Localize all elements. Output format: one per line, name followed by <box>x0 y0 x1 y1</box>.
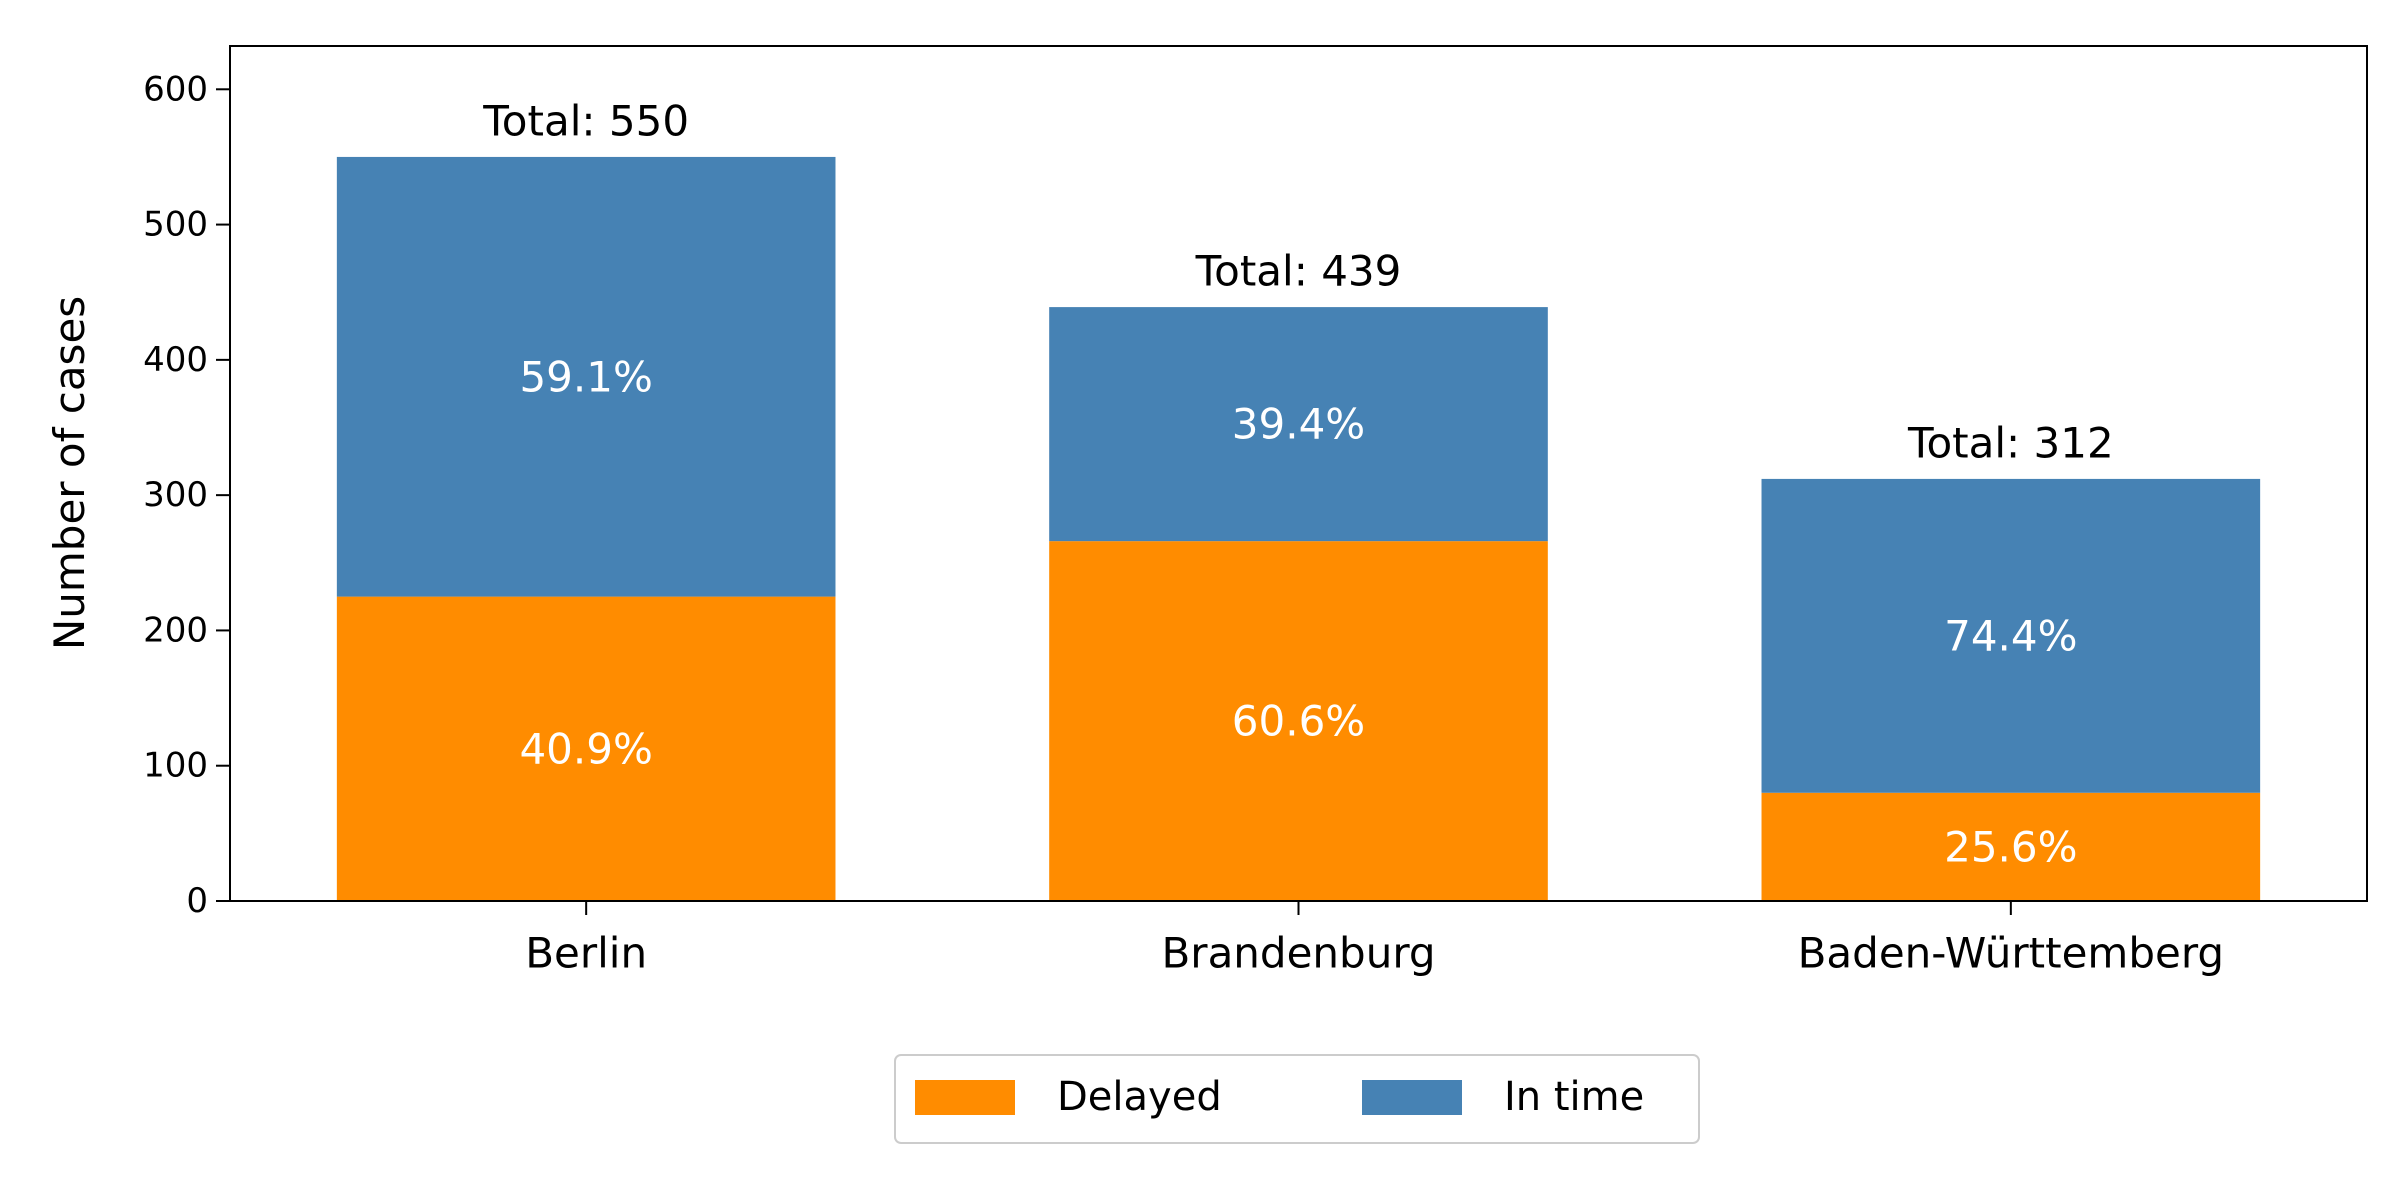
bars-layer <box>336 156 2261 901</box>
y-tick-label-500: 500 <box>143 205 208 245</box>
y-tick-label-400: 400 <box>143 340 208 380</box>
total-label-berlin: Total: 550 <box>482 96 689 145</box>
legend-label-delayed: Delayed <box>1057 1074 1222 1120</box>
data-label-delayed-berlin: 40.9% <box>519 724 652 773</box>
total-label-baden-wurttemberg: Total: 312 <box>1907 418 2114 467</box>
y-axis-title: Number of cases <box>45 296 94 650</box>
y-tick-label-100: 100 <box>143 746 208 786</box>
y-tick-label-300: 300 <box>143 475 208 515</box>
data-label-delayed-baden-wurttemberg: 25.6% <box>1944 822 2077 871</box>
legend-frame <box>894 1054 1700 1144</box>
x-tick-label-berlin: Berlin <box>525 929 647 978</box>
data-label-in-time-baden-wurttemberg: 74.4% <box>1944 611 2077 660</box>
bar-in-time-baden-wurttemberg <box>1761 478 2261 793</box>
bar-delayed-brandenburg <box>1049 541 1548 901</box>
data-label-delayed-brandenburg: 60.6% <box>1232 697 1365 746</box>
legend: Delayed In time <box>894 1054 1700 1144</box>
y-tick-label-200: 200 <box>143 610 208 650</box>
bar-in-time-berlin <box>336 156 836 597</box>
legend-swatch-in-time <box>1362 1080 1462 1115</box>
x-tick-label-brandenburg: Brandenburg <box>1161 929 1435 978</box>
bar-delayed-baden-wurttemberg <box>1761 792 2261 901</box>
bar-delayed-berlin <box>336 596 836 901</box>
x-axis: Berlin Brandenburg Baden-Württemberg <box>525 901 2224 978</box>
data-label-in-time-brandenburg: 39.4% <box>1232 400 1365 449</box>
legend-swatch-delayed <box>915 1080 1015 1115</box>
data-label-in-time-berlin: 59.1% <box>519 352 652 401</box>
x-tick-label-baden-wurttemberg: Baden-Württemberg <box>1798 929 2224 978</box>
total-label-brandenburg: Total: 439 <box>1195 247 1402 296</box>
y-tick-label-600: 600 <box>143 69 208 109</box>
y-axis: 0 100 200 300 400 500 600 <box>143 69 230 921</box>
labels-layer: 40.9% 59.1% Total: 550 60.6% 39.4% Total: 439… <box>482 96 2113 871</box>
bar-in-time-brandenburg <box>1049 307 1548 542</box>
y-tick-label-0: 0 <box>186 881 208 921</box>
legend-label-in-time: In time <box>1504 1074 1644 1120</box>
